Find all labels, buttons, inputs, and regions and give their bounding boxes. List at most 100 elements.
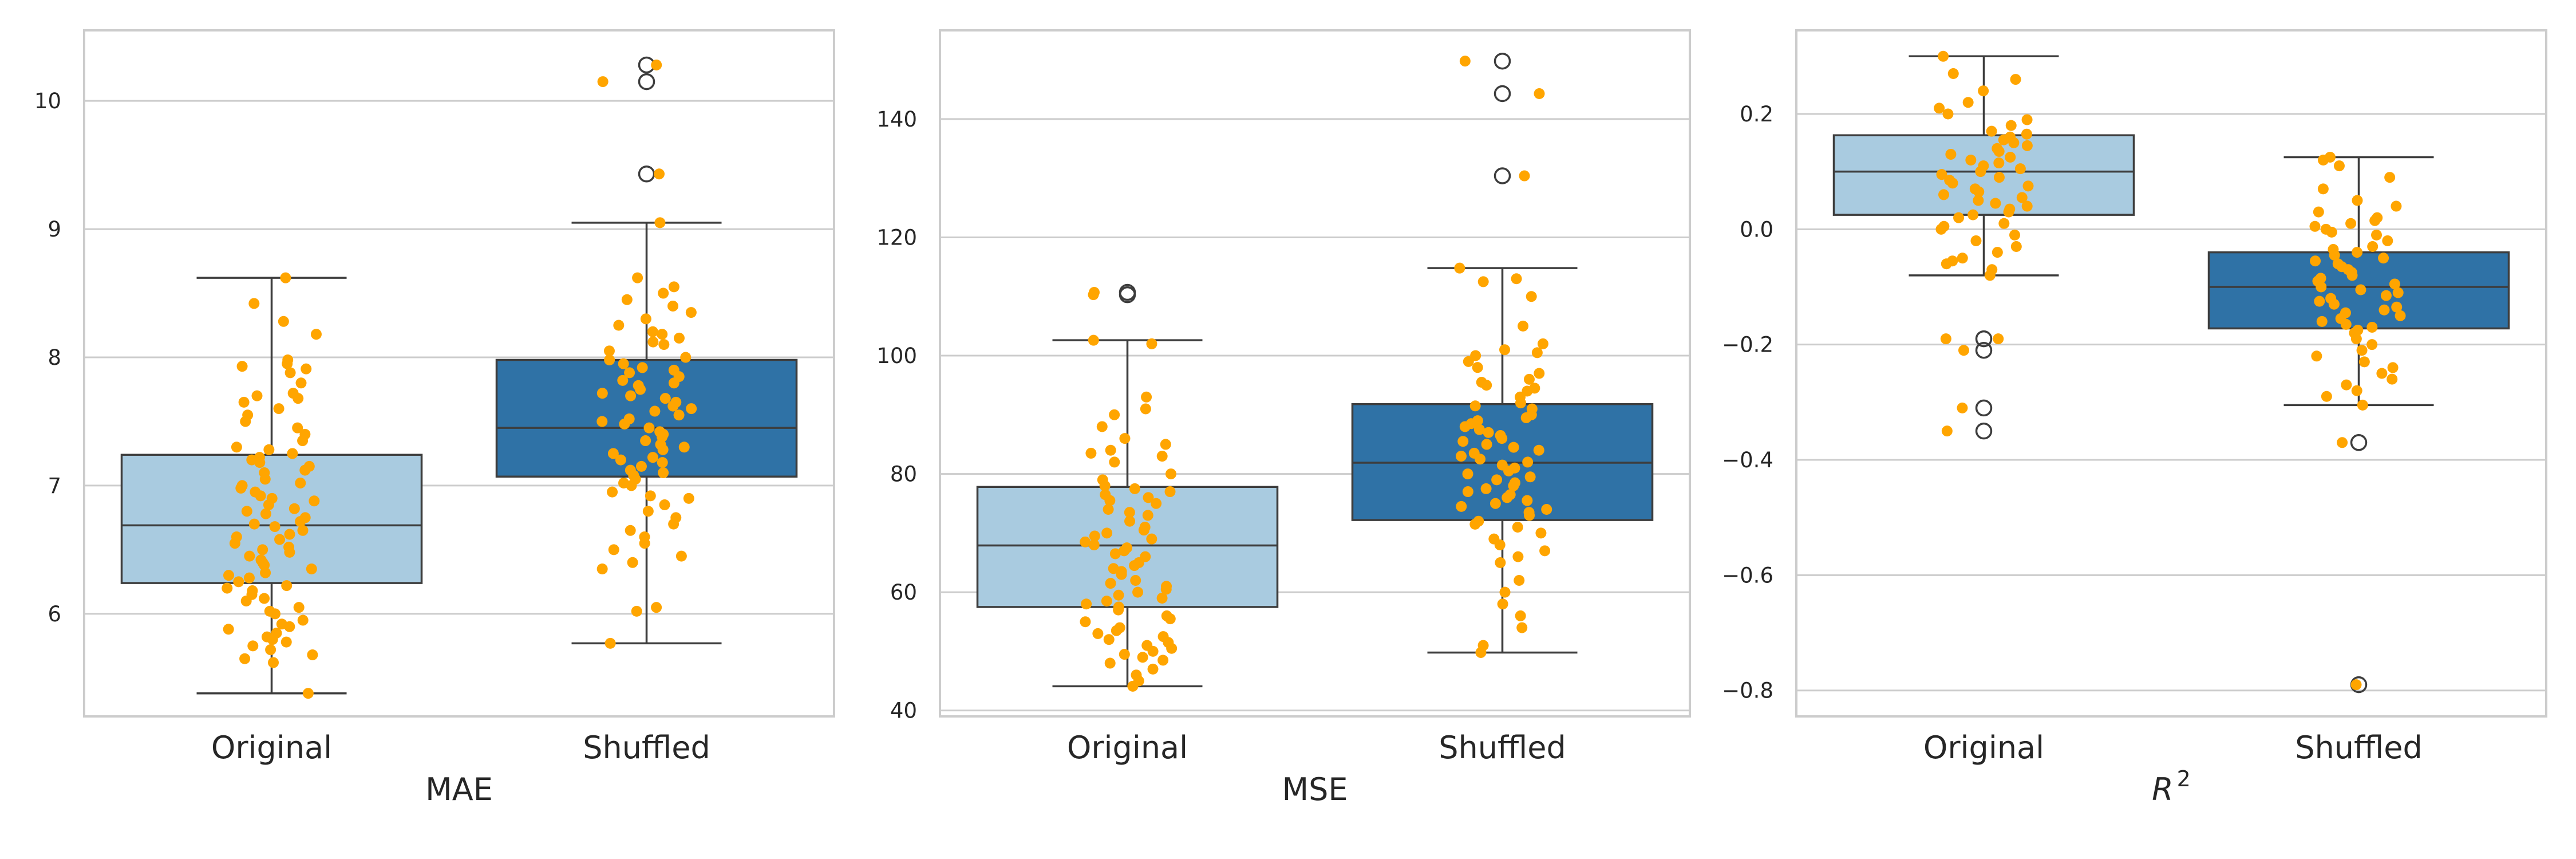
data-point xyxy=(1119,433,1131,444)
data-point xyxy=(1475,647,1487,658)
plot-frame xyxy=(83,29,835,718)
data-point xyxy=(667,400,679,412)
data-point xyxy=(1524,510,1535,521)
data-point xyxy=(2016,192,2028,203)
data-point xyxy=(597,76,609,88)
data-point xyxy=(263,444,275,455)
data-point xyxy=(1978,85,1989,97)
data-point xyxy=(2316,281,2327,293)
data-point xyxy=(1533,444,1544,456)
data-point xyxy=(1157,655,1169,666)
data-point xyxy=(654,217,666,228)
data-point xyxy=(297,435,309,447)
xtick-label: Original xyxy=(211,730,332,766)
data-point xyxy=(265,644,276,656)
ytick-label: 7 xyxy=(48,474,61,498)
ytick-label: 140 xyxy=(876,107,917,132)
data-point xyxy=(2005,151,2016,163)
data-point xyxy=(2389,278,2400,290)
data-point xyxy=(2021,128,2032,140)
data-point xyxy=(1104,495,1116,506)
ytick-label: −0.4 xyxy=(1722,448,1773,472)
data-point xyxy=(603,345,615,357)
data-point xyxy=(1523,373,1535,385)
xtick-label: Shuffled xyxy=(1439,730,1566,766)
data-point xyxy=(1164,613,1176,625)
data-point xyxy=(621,294,633,305)
data-point xyxy=(667,300,679,312)
data-point xyxy=(1080,616,1091,628)
data-point xyxy=(659,393,671,404)
x-axis-label: MAE xyxy=(425,771,493,807)
data-point xyxy=(2321,391,2332,402)
data-point xyxy=(274,534,286,545)
data-point xyxy=(1524,471,1536,483)
outlier-marker xyxy=(1494,52,1511,70)
data-point xyxy=(1496,433,1508,444)
data-point xyxy=(2395,310,2406,321)
panel-3: −0.8 −0.6 −0.4 −0.2 0.0 0.2 Original Shuffled R 2 xyxy=(1722,29,2547,807)
data-point xyxy=(668,518,679,530)
data-point xyxy=(223,624,234,635)
plot-frame xyxy=(939,29,1691,718)
data-point xyxy=(1088,334,1099,346)
data-point xyxy=(1101,527,1113,539)
data-point xyxy=(292,422,303,434)
data-point xyxy=(617,375,629,386)
data-point xyxy=(251,390,263,401)
data-point xyxy=(1081,598,1092,610)
data-point xyxy=(2366,321,2378,333)
ytick-label: −0.2 xyxy=(1722,333,1773,357)
data-point xyxy=(1990,198,2001,209)
data-point xyxy=(1938,50,1949,62)
data-point xyxy=(2317,155,2329,166)
panel-2: 40 60 80 100 120 140 Original Shuffled MSE xyxy=(876,29,1691,807)
data-point xyxy=(2310,255,2321,267)
data-point xyxy=(1519,170,1530,182)
data-point xyxy=(1456,501,1467,512)
data-point xyxy=(1129,483,1140,494)
data-point xyxy=(1088,539,1100,550)
data-point xyxy=(1124,507,1135,518)
data-point xyxy=(1143,492,1154,503)
data-point xyxy=(1511,273,1522,285)
data-point xyxy=(675,550,687,562)
ytick-label: 100 xyxy=(876,344,917,368)
data-point xyxy=(1080,536,1091,547)
data-point xyxy=(1166,643,1178,654)
data-point xyxy=(1481,439,1492,450)
outlier-marker xyxy=(1975,341,1993,359)
data-point xyxy=(1085,447,1097,459)
data-point xyxy=(1936,169,1947,180)
data-point xyxy=(615,454,626,466)
data-point xyxy=(2391,200,2402,212)
data-point xyxy=(1164,486,1176,498)
box-shuffled xyxy=(495,358,798,478)
data-point xyxy=(1514,574,1525,586)
data-point xyxy=(293,602,305,613)
data-point xyxy=(1998,218,2010,229)
ytick-label: 0.2 xyxy=(1740,102,1773,127)
data-point xyxy=(295,477,306,488)
data-point xyxy=(605,637,616,649)
data-point xyxy=(631,605,642,617)
data-point xyxy=(1480,483,1492,494)
data-point xyxy=(626,480,637,491)
data-point xyxy=(1957,253,1968,264)
data-point xyxy=(625,525,636,536)
ytick-label: −0.8 xyxy=(1722,679,1773,703)
data-point xyxy=(1111,625,1122,636)
data-point xyxy=(607,486,618,498)
data-point xyxy=(1089,530,1100,542)
data-point xyxy=(1455,451,1467,462)
data-point xyxy=(301,363,312,375)
data-point xyxy=(285,367,296,379)
data-point xyxy=(1156,592,1168,604)
data-point xyxy=(1138,525,1149,536)
data-point xyxy=(1934,103,1945,114)
data-point xyxy=(1477,276,1489,287)
data-point xyxy=(2309,220,2321,232)
data-point xyxy=(1993,145,2005,157)
data-point xyxy=(1940,333,1951,345)
data-point xyxy=(647,452,658,463)
